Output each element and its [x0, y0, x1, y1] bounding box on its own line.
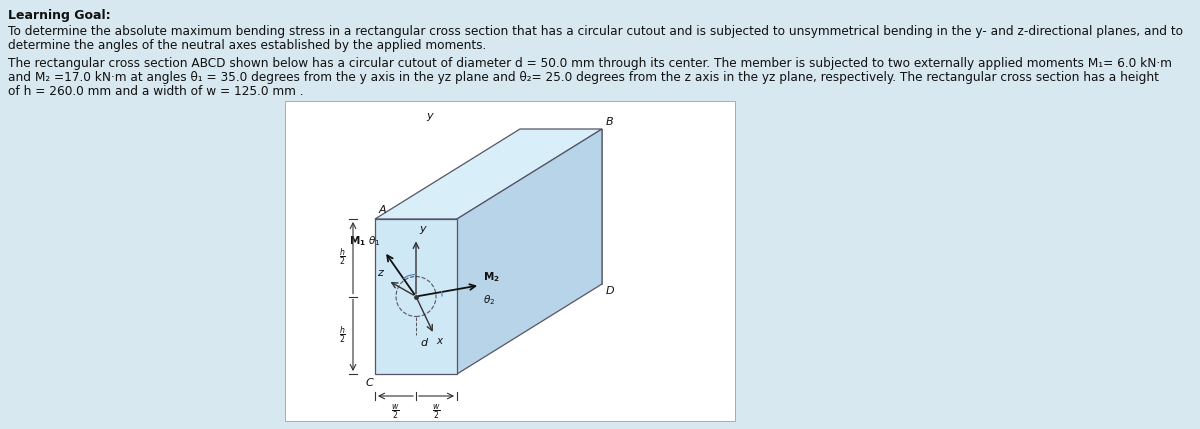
Text: determine the angles of the neutral axes established by the applied moments.: determine the angles of the neutral axes…	[8, 39, 486, 52]
Text: $\frac{w}{2}$: $\frac{w}{2}$	[391, 402, 400, 421]
FancyBboxPatch shape	[286, 101, 734, 421]
Circle shape	[396, 277, 436, 317]
Text: The rectangular cross section ABCD shown below has a circular cutout of diameter: The rectangular cross section ABCD shown…	[8, 57, 1172, 70]
Text: A: A	[379, 205, 386, 215]
Text: $\frac{w}{2}$: $\frac{w}{2}$	[432, 402, 440, 421]
Text: To determine the absolute maximum bending stress in a rectangular cross section : To determine the absolute maximum bendin…	[8, 25, 1183, 38]
Text: z: z	[377, 268, 383, 278]
Text: C: C	[365, 378, 373, 388]
Text: $\frac{h}{2}$: $\frac{h}{2}$	[340, 247, 346, 269]
Text: $\theta_2$: $\theta_2$	[484, 293, 496, 307]
Polygon shape	[457, 129, 602, 374]
Text: x: x	[436, 336, 442, 347]
Text: Learning Goal:: Learning Goal:	[8, 9, 110, 22]
Text: y: y	[426, 111, 433, 121]
Text: d: d	[420, 338, 427, 348]
Text: $\frac{h}{2}$: $\frac{h}{2}$	[340, 324, 346, 346]
Text: $\mathbf{M_1}$ $\theta_1$: $\mathbf{M_1}$ $\theta_1$	[349, 235, 380, 248]
Text: $\mathbf{M_2}$: $\mathbf{M_2}$	[484, 270, 500, 284]
Text: y: y	[419, 224, 426, 235]
Text: and M₂ =17.0 kN·m at angles θ₁ = 35.0 degrees from the y axis in the yz plane an: and M₂ =17.0 kN·m at angles θ₁ = 35.0 de…	[8, 71, 1159, 84]
Text: B: B	[606, 117, 613, 127]
Text: D: D	[606, 286, 614, 296]
Polygon shape	[374, 129, 602, 219]
Text: of h = 260.0 mm and a width of w = 125.0 mm .: of h = 260.0 mm and a width of w = 125.0…	[8, 85, 304, 98]
Polygon shape	[374, 219, 457, 374]
